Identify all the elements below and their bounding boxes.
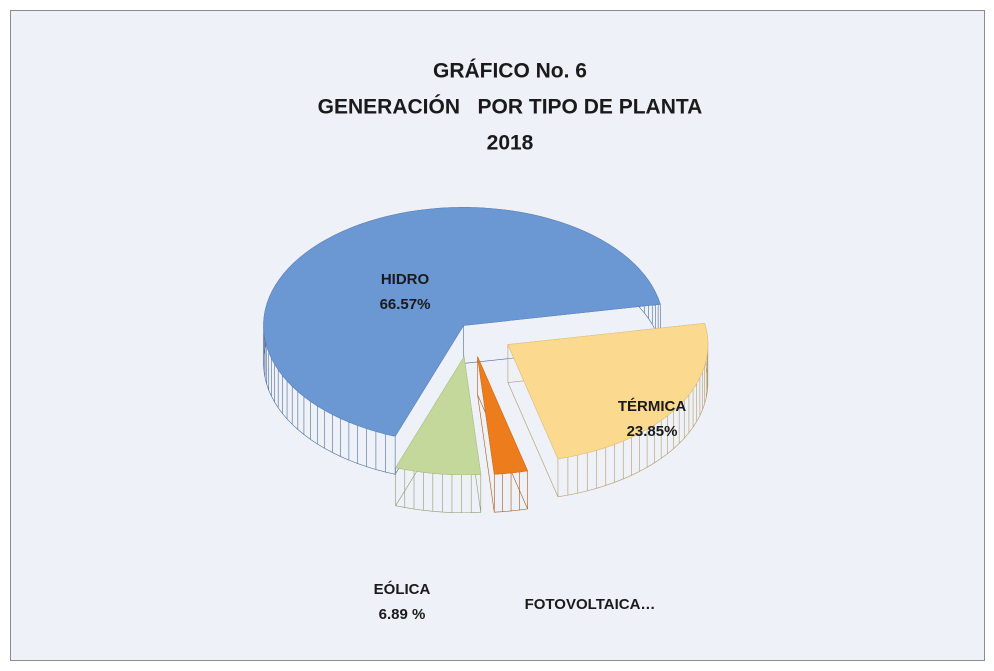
slice-label: TÉRMICA xyxy=(618,398,686,415)
chart-title: 2018 xyxy=(487,132,534,155)
value-label: 23.85% xyxy=(627,423,678,440)
value-label: 6.89 % xyxy=(379,606,426,623)
chart-frame xyxy=(10,10,985,661)
slice-label: EÓLICA xyxy=(374,580,431,598)
value-label: 66.57% xyxy=(380,296,431,313)
chart-title: GENERACIÓN POR TIPO DE PLANTA xyxy=(318,95,703,119)
slice xyxy=(263,207,661,437)
slice xyxy=(395,355,482,476)
chart-title: GRÁFICO No. 6 xyxy=(433,60,587,83)
slice-label: HIDRO xyxy=(381,271,430,288)
slice xyxy=(507,323,709,460)
slice-label: FOTOVOLTAICA… xyxy=(525,596,656,613)
slice xyxy=(477,356,529,475)
